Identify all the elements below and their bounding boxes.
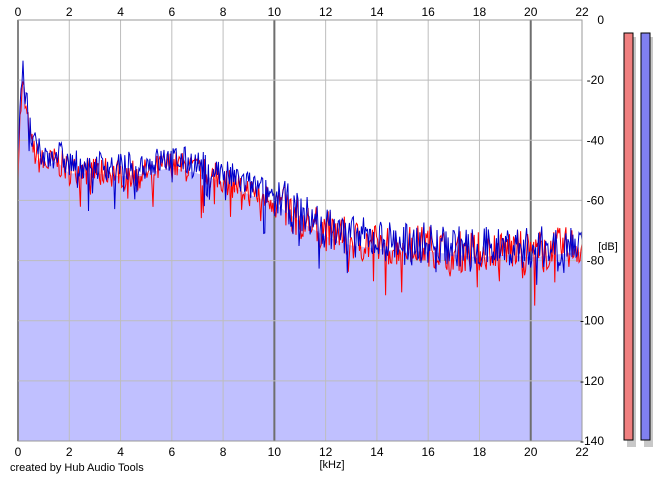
x-tick-top: 14 — [370, 5, 384, 19]
y-tick: -120 — [580, 374, 604, 388]
x-tick-top: 20 — [524, 5, 538, 19]
credit-text: created by Hub Audio Tools — [10, 462, 144, 474]
plot-frame — [17, 19, 583, 442]
x-tick-top: 18 — [473, 5, 487, 19]
x-tick-top: 4 — [117, 5, 124, 19]
x-tick-bottom: 6 — [168, 445, 175, 459]
y-tick: -40 — [587, 133, 605, 147]
x-tick-bottom: 2 — [66, 445, 73, 459]
level-meters — [623, 32, 653, 447]
x-tick-top: 10 — [268, 5, 282, 19]
y-axis-label: [dB] — [598, 241, 618, 253]
left-level-meter — [623, 32, 634, 441]
x-tick-top: 16 — [422, 5, 436, 19]
spectrum-fill — [18, 83, 582, 442]
x-tick-top: 2 — [66, 5, 73, 19]
right-level-meter — [640, 32, 651, 441]
y-tick: -80 — [587, 254, 605, 268]
y-tick-labels: 0 -20 -40 -60 -80 -100 -120 -140 — [580, 13, 604, 448]
y-tick: -20 — [587, 73, 605, 87]
y-tick: -100 — [580, 314, 604, 328]
x-tick-bottom: 18 — [473, 445, 487, 459]
x-tick-bottom: 4 — [117, 445, 124, 459]
x-tick-bottom: 12 — [319, 445, 333, 459]
y-tick: -140 — [580, 434, 604, 448]
x-tick-top: 22 — [575, 5, 589, 19]
x-tick-top: 8 — [220, 5, 227, 19]
x-tick-top: 0 — [15, 5, 22, 19]
x-tick-bottom: 0 — [15, 445, 22, 459]
y-tick: 0 — [597, 13, 604, 27]
x-tick-bottom: 14 — [370, 445, 384, 459]
x-tick-bottom: 20 — [524, 445, 538, 459]
y-tick: -60 — [587, 193, 605, 207]
x-tick-bottom: 8 — [220, 445, 227, 459]
x-tick-bottom: 10 — [268, 445, 282, 459]
x-tick-bottom: 16 — [422, 445, 436, 459]
x-tick-top: 12 — [319, 5, 333, 19]
series-blue-line — [17, 60, 583, 285]
x-tick-top: 6 — [168, 5, 175, 19]
x-axis-label: [kHz] — [319, 459, 344, 471]
x-tick-bottom: 22 — [575, 445, 589, 459]
